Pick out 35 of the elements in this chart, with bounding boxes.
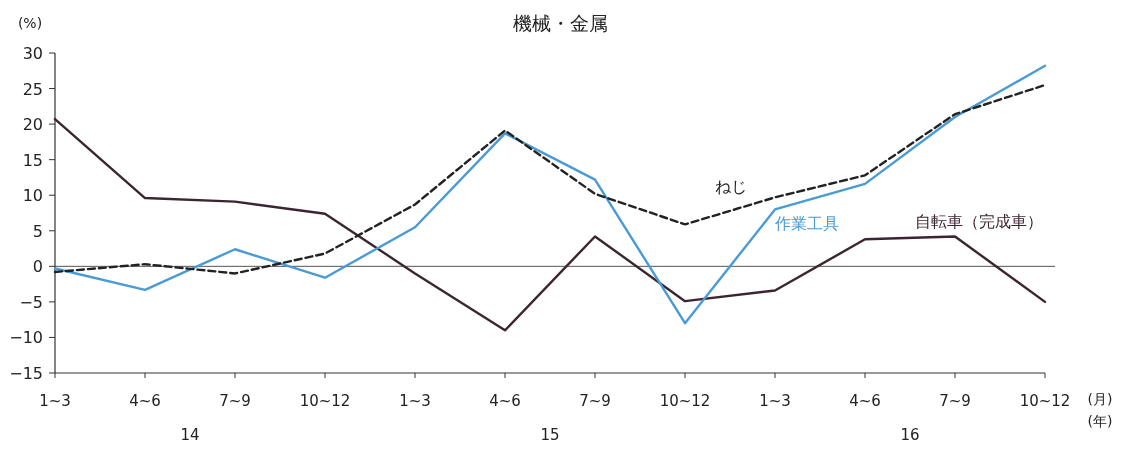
- y-axis-title: (%): [17, 15, 43, 31]
- series-label: 作業工具: [774, 214, 839, 234]
- y-tick-label: 15: [22, 150, 43, 170]
- y-tick-label: 10: [22, 186, 43, 206]
- x-tick-label: 4~6: [489, 392, 521, 410]
- y-tick-label: −15: [9, 364, 43, 383]
- x-tick-label: 10~12: [659, 392, 711, 410]
- y-tick-label: 20: [22, 115, 43, 135]
- y-tick-label: 30: [22, 44, 43, 63]
- x-tick-label: 4~6: [849, 392, 881, 410]
- line-series: [53, 117, 1047, 332]
- text: 14: [180, 426, 200, 444]
- chart-title: 機械・金属: [512, 12, 608, 34]
- x-tick-label: 1~3: [39, 392, 71, 410]
- text: 16: [900, 426, 920, 444]
- x-tick-label: 10~12: [299, 392, 351, 410]
- y-tick-label: 0: [32, 257, 43, 277]
- text: 15: [540, 426, 560, 444]
- x-tick-label: 4~6: [129, 392, 161, 410]
- y-tick-label: −10: [9, 328, 43, 348]
- x-tick-label: 7~9: [579, 392, 611, 410]
- x-tick-label: 7~9: [939, 392, 971, 410]
- x-tick-label: 7~9: [219, 392, 251, 410]
- y-tick-label: −5: [19, 292, 43, 312]
- y-tick-label: 5: [32, 221, 43, 241]
- series-label: 自転車（完成車）: [915, 212, 1043, 232]
- x-axis-title: (月): [1087, 391, 1113, 407]
- y-tick-label: 25: [22, 79, 43, 99]
- x-tick-label: 1~3: [759, 392, 791, 410]
- x-tick-label: 10~12: [1019, 392, 1071, 410]
- x-tick-label: 1~3: [399, 392, 431, 410]
- text: (年): [1087, 413, 1113, 429]
- line-series: [53, 64, 1047, 325]
- line-series: [53, 83, 1047, 275]
- series-label: ねじ: [715, 177, 747, 197]
